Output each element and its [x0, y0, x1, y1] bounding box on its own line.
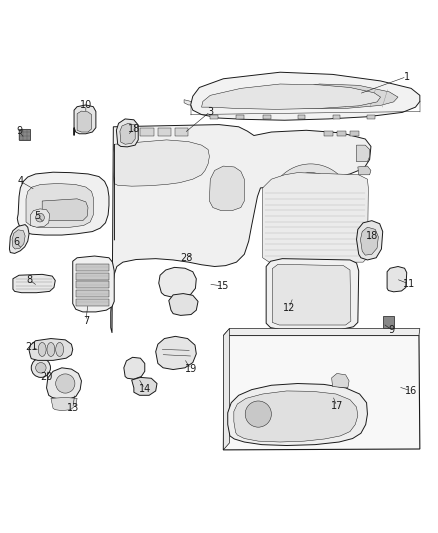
Text: 6: 6 [13, 238, 19, 247]
Polygon shape [266, 259, 359, 329]
Text: 5: 5 [35, 211, 41, 221]
Polygon shape [209, 166, 244, 211]
Polygon shape [111, 125, 371, 333]
Polygon shape [77, 111, 92, 132]
Polygon shape [113, 140, 209, 240]
Polygon shape [117, 119, 138, 147]
Polygon shape [337, 131, 346, 135]
Bar [383, 316, 394, 328]
Text: 10: 10 [80, 100, 92, 110]
Polygon shape [350, 131, 359, 135]
Polygon shape [13, 274, 55, 293]
Polygon shape [357, 221, 383, 260]
Text: 11: 11 [403, 279, 415, 289]
Polygon shape [223, 335, 420, 450]
Polygon shape [158, 128, 171, 135]
Polygon shape [141, 128, 153, 135]
Polygon shape [76, 290, 109, 297]
Polygon shape [76, 272, 109, 280]
Text: 28: 28 [180, 253, 192, 263]
Text: 18: 18 [128, 124, 140, 134]
Text: 4: 4 [17, 176, 23, 187]
Text: 12: 12 [283, 303, 295, 313]
Text: 17: 17 [331, 401, 343, 411]
Polygon shape [119, 126, 136, 136]
Polygon shape [159, 268, 196, 297]
Text: 19: 19 [184, 364, 197, 374]
Text: 3: 3 [207, 107, 213, 117]
Text: 1: 1 [404, 71, 410, 82]
Polygon shape [332, 115, 340, 119]
Polygon shape [17, 172, 109, 235]
Circle shape [31, 358, 50, 377]
Polygon shape [234, 391, 358, 442]
Polygon shape [263, 115, 271, 119]
Polygon shape [360, 227, 378, 255]
Polygon shape [132, 377, 157, 395]
Polygon shape [263, 173, 368, 262]
Polygon shape [12, 230, 25, 249]
Polygon shape [26, 183, 94, 228]
Polygon shape [76, 281, 109, 288]
Text: 20: 20 [40, 372, 53, 382]
Text: 7: 7 [83, 316, 89, 326]
Polygon shape [76, 299, 109, 306]
Circle shape [245, 401, 272, 427]
Text: 13: 13 [67, 403, 79, 414]
Polygon shape [332, 374, 349, 388]
Polygon shape [223, 328, 420, 335]
Ellipse shape [38, 343, 46, 357]
Polygon shape [237, 115, 244, 119]
Polygon shape [124, 357, 145, 379]
Polygon shape [51, 398, 77, 410]
Bar [19, 128, 30, 140]
Polygon shape [280, 84, 398, 108]
Circle shape [278, 173, 343, 238]
Polygon shape [42, 199, 88, 221]
Polygon shape [357, 145, 370, 161]
Polygon shape [223, 328, 230, 450]
Polygon shape [358, 166, 371, 175]
Text: 15: 15 [217, 281, 230, 291]
Circle shape [35, 213, 44, 222]
Polygon shape [387, 266, 407, 292]
Text: 14: 14 [139, 384, 151, 394]
Circle shape [269, 164, 352, 247]
Polygon shape [155, 336, 196, 369]
Polygon shape [367, 115, 375, 119]
Polygon shape [324, 131, 332, 135]
Polygon shape [228, 384, 367, 446]
Polygon shape [30, 209, 49, 227]
Polygon shape [175, 128, 188, 135]
Polygon shape [201, 84, 381, 109]
Polygon shape [120, 123, 135, 144]
Text: 18: 18 [366, 231, 378, 241]
Polygon shape [184, 100, 191, 105]
Polygon shape [76, 264, 109, 271]
Circle shape [56, 374, 75, 393]
Polygon shape [272, 264, 351, 325]
Polygon shape [297, 115, 305, 119]
Polygon shape [74, 105, 96, 135]
Text: 16: 16 [405, 386, 417, 396]
Text: 9: 9 [16, 126, 22, 136]
Text: 9: 9 [389, 325, 395, 335]
Polygon shape [210, 115, 218, 119]
Circle shape [35, 362, 46, 373]
Text: 21: 21 [25, 342, 37, 352]
Polygon shape [169, 294, 198, 316]
Polygon shape [29, 338, 73, 360]
Polygon shape [10, 224, 29, 253]
Ellipse shape [56, 343, 64, 357]
Polygon shape [191, 72, 420, 120]
Text: 8: 8 [26, 274, 32, 285]
Ellipse shape [47, 343, 55, 357]
Polygon shape [46, 368, 81, 399]
Polygon shape [73, 256, 114, 312]
